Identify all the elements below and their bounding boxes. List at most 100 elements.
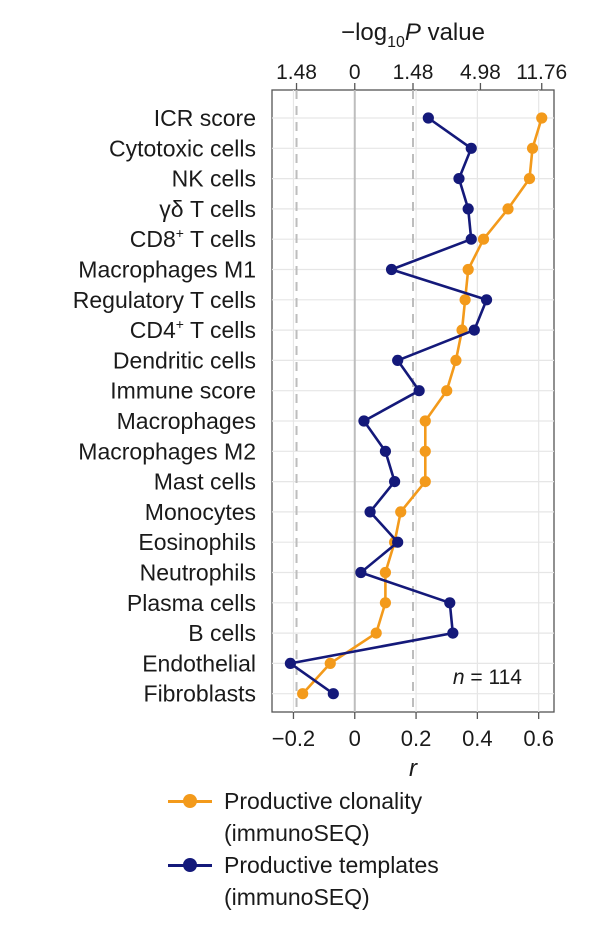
- series-1-point-11: [379, 445, 392, 457]
- category-label-7: CD4+ T cells: [130, 316, 256, 343]
- series-1-point-15: [355, 566, 367, 579]
- category-labels: ICR score Cytotoxic cells NK cells γδ T cel…: [73, 105, 256, 707]
- series-1-point-13: [364, 506, 376, 518]
- legend-label-templates-line2: (immunoSEQ): [224, 884, 370, 910]
- category-label-text-4: CD8: [130, 226, 176, 252]
- category-label-14: Eosinophils: [138, 529, 256, 555]
- series-0-point-15: [379, 566, 392, 579]
- series-0-point-9: [441, 385, 453, 397]
- series-1-point-4: [465, 233, 477, 245]
- category-label-sup-4: +: [176, 225, 184, 241]
- series-1: [284, 112, 493, 700]
- reference-lines: [295, 90, 414, 712]
- top-axis-title-prefix: −log: [341, 19, 387, 46]
- category-label-text-5: Macrophages M1: [78, 257, 256, 283]
- series-0-point-17: [370, 627, 382, 639]
- category-label-text-8: Dendritic cells: [113, 347, 256, 373]
- category-label-text-14: Eosinophils: [138, 529, 256, 555]
- category-label-text-0: ICR score: [154, 105, 256, 131]
- category-label-text-6: Regulatory T cells: [73, 287, 256, 313]
- category-label-16: Plasma cells: [127, 590, 256, 616]
- legend-label-clonality-line1: Productive clonality: [224, 788, 423, 814]
- bottom-tick-label-2: 0.2: [401, 726, 432, 751]
- legend-marker-templates: [183, 858, 197, 872]
- top-axis-title-italic: P: [405, 19, 421, 46]
- legend-label-clonality: Productive clonality (immunoSEQ): [224, 785, 422, 849]
- series-1-point-14: [392, 536, 404, 548]
- category-label-15: Neutrophils: [140, 560, 256, 586]
- legend-label-templates-line1: Productive templates: [224, 852, 439, 878]
- category-label-sup-7: +: [176, 316, 184, 332]
- series-1-point-8: [392, 354, 404, 366]
- category-label-text-17: B cells: [188, 620, 256, 646]
- top-axis-title-suffix: value: [421, 19, 485, 46]
- category-label-text-10: Macrophages: [117, 408, 256, 434]
- category-label-text-12: Mast cells: [154, 469, 256, 495]
- bottom-tick-label-3: 0.4: [462, 726, 493, 751]
- series-1-point-18: [284, 657, 296, 670]
- category-label-text-13: Monocytes: [145, 499, 256, 525]
- series-0: [297, 112, 548, 700]
- series-0-point-6: [459, 294, 471, 306]
- bottom-tick-label-1: 0: [349, 726, 361, 751]
- series-1-point-2: [453, 173, 465, 185]
- correlation-chart: −log10P value 1.48 0 1.48 4.98 11.76 ICR sco…: [73, 19, 567, 782]
- series-1-point-1: [465, 142, 477, 154]
- series-1-point-10: [358, 415, 370, 427]
- category-label-2: NK cells: [172, 166, 256, 192]
- series-0-point-11: [419, 445, 431, 457]
- top-tick-label-3: 4.98: [460, 61, 501, 84]
- series-1-point-19: [327, 688, 339, 700]
- series-0-point-0: [536, 112, 548, 124]
- series-0-point-19: [297, 688, 309, 700]
- category-label-text-2: NK cells: [172, 166, 256, 192]
- series-0-point-18: [324, 657, 336, 670]
- category-label-10: Macrophages: [117, 408, 256, 434]
- category-label-0: ICR score: [154, 105, 256, 131]
- category-label-text-9: Immune score: [110, 378, 256, 404]
- top-tick-label-0: 1.48: [276, 61, 317, 84]
- category-label-6: Regulatory T cells: [73, 287, 256, 313]
- series-1-point-7: [468, 324, 480, 336]
- sample-size-n: n: [453, 666, 465, 689]
- series-0-point-3: [502, 203, 514, 215]
- series-1-point-6: [480, 294, 493, 306]
- series-0-point-13: [395, 506, 407, 518]
- category-label-12: Mast cells: [154, 469, 256, 495]
- series-0-point-2: [523, 173, 536, 185]
- series-0-point-1: [526, 142, 539, 154]
- category-label-text-11: Macrophages M2: [78, 438, 256, 464]
- category-label-13: Monocytes: [145, 499, 256, 525]
- bottom-tick-label-4: 0.6: [523, 726, 554, 751]
- category-label-text-16: Plasma cells: [127, 590, 256, 616]
- series-layer: [284, 112, 548, 700]
- series-1-point-12: [389, 476, 401, 488]
- category-label-text-7: CD4: [130, 317, 176, 343]
- category-label-text-18: Endothelial: [142, 650, 256, 676]
- sample-size-annotation: n = 114: [453, 666, 522, 689]
- category-label-18: Endothelial: [142, 650, 256, 676]
- category-label-rest-4: T cells: [184, 226, 256, 252]
- svg-text:−log10P value: −log10P value: [341, 19, 485, 51]
- category-label-11: Macrophages M2: [78, 438, 256, 464]
- top-tick-label-2: 1.48: [393, 61, 434, 84]
- category-label-rest-7: T cells: [184, 317, 256, 343]
- series-1-point-5: [385, 263, 398, 276]
- series-1-point-16: [444, 597, 456, 609]
- top-tick-label-1: 0: [349, 61, 361, 84]
- legend-label-clonality-line2: (immunoSEQ): [224, 820, 370, 846]
- series-0-point-10: [419, 415, 431, 427]
- category-label-4: CD8+ T cells: [130, 225, 256, 252]
- category-label-1: Cytotoxic cells: [109, 135, 256, 161]
- x-axis-title: r: [409, 755, 418, 782]
- top-axis-title-sub: 10: [387, 34, 405, 51]
- category-label-17: B cells: [188, 620, 256, 646]
- series-1-point-3: [462, 203, 474, 215]
- top-tick-label-4: 11.76: [516, 61, 567, 84]
- top-axis-ticks: 1.48 0 1.48 4.98 11.76: [276, 61, 567, 90]
- bottom-tick-label-0: −0.2: [272, 726, 315, 751]
- series-0-point-16: [379, 597, 392, 609]
- category-label-8: Dendritic cells: [113, 347, 256, 373]
- category-label-text-3: γδ T cells: [159, 196, 256, 222]
- category-label-5: Macrophages M1: [78, 257, 256, 283]
